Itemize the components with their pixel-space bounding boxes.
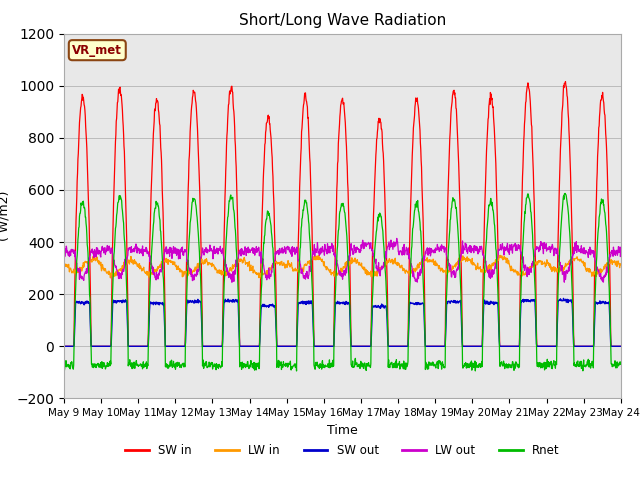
- Y-axis label: ( W/m2): ( W/m2): [0, 191, 11, 241]
- LW in: [60, 259, 68, 264]
- LW out: [60, 252, 68, 258]
- Rnet: [170, 363, 178, 369]
- Title: Short/Long Wave Radiation: Short/Long Wave Radiation: [239, 13, 446, 28]
- Rnet: [429, 360, 437, 366]
- Line: LW in: LW in: [64, 255, 621, 278]
- LW in: [617, 262, 625, 268]
- Line: SW out: SW out: [64, 299, 621, 346]
- SW in: [184, 201, 191, 207]
- LW out: [429, 250, 437, 255]
- LW in: [184, 271, 191, 277]
- LW out: [228, 279, 236, 285]
- SW out: [551, 343, 559, 349]
- LW out: [393, 236, 401, 241]
- Rnet: [246, 362, 254, 368]
- SW out: [184, 297, 191, 303]
- SW out: [429, 343, 436, 349]
- Rnet: [617, 359, 625, 365]
- LW in: [502, 260, 510, 266]
- LW in: [429, 256, 437, 262]
- LW out: [184, 262, 191, 267]
- LW out: [170, 246, 178, 252]
- SW in: [551, 343, 559, 349]
- SW in: [562, 79, 570, 84]
- Rnet: [292, 368, 300, 374]
- SW in: [246, 343, 254, 349]
- SW in: [170, 343, 178, 349]
- LW in: [494, 252, 502, 258]
- Rnet: [184, 265, 191, 271]
- LW out: [502, 247, 510, 252]
- SW in: [60, 343, 68, 349]
- SW out: [617, 343, 625, 349]
- SW in: [617, 343, 625, 349]
- SW out: [502, 343, 509, 349]
- LW out: [552, 247, 559, 252]
- LW out: [246, 247, 254, 253]
- SW out: [246, 343, 254, 349]
- Text: VR_met: VR_met: [72, 44, 122, 57]
- SW out: [560, 296, 568, 301]
- SW out: [170, 343, 178, 349]
- Line: LW out: LW out: [64, 239, 621, 282]
- Line: Rnet: Rnet: [64, 193, 621, 371]
- SW out: [60, 343, 68, 349]
- LW in: [552, 264, 559, 270]
- Legend: SW in, LW in, SW out, LW out, Rnet: SW in, LW in, SW out, LW out, Rnet: [120, 439, 564, 462]
- Line: SW in: SW in: [64, 82, 621, 346]
- Rnet: [502, 363, 509, 369]
- X-axis label: Time: Time: [327, 424, 358, 437]
- LW out: [617, 249, 625, 255]
- SW in: [502, 343, 509, 349]
- Rnet: [551, 362, 559, 368]
- LW in: [170, 261, 178, 267]
- Rnet: [60, 366, 68, 372]
- Rnet: [561, 191, 569, 196]
- LW in: [246, 265, 254, 271]
- SW in: [429, 343, 436, 349]
- LW in: [257, 276, 265, 281]
